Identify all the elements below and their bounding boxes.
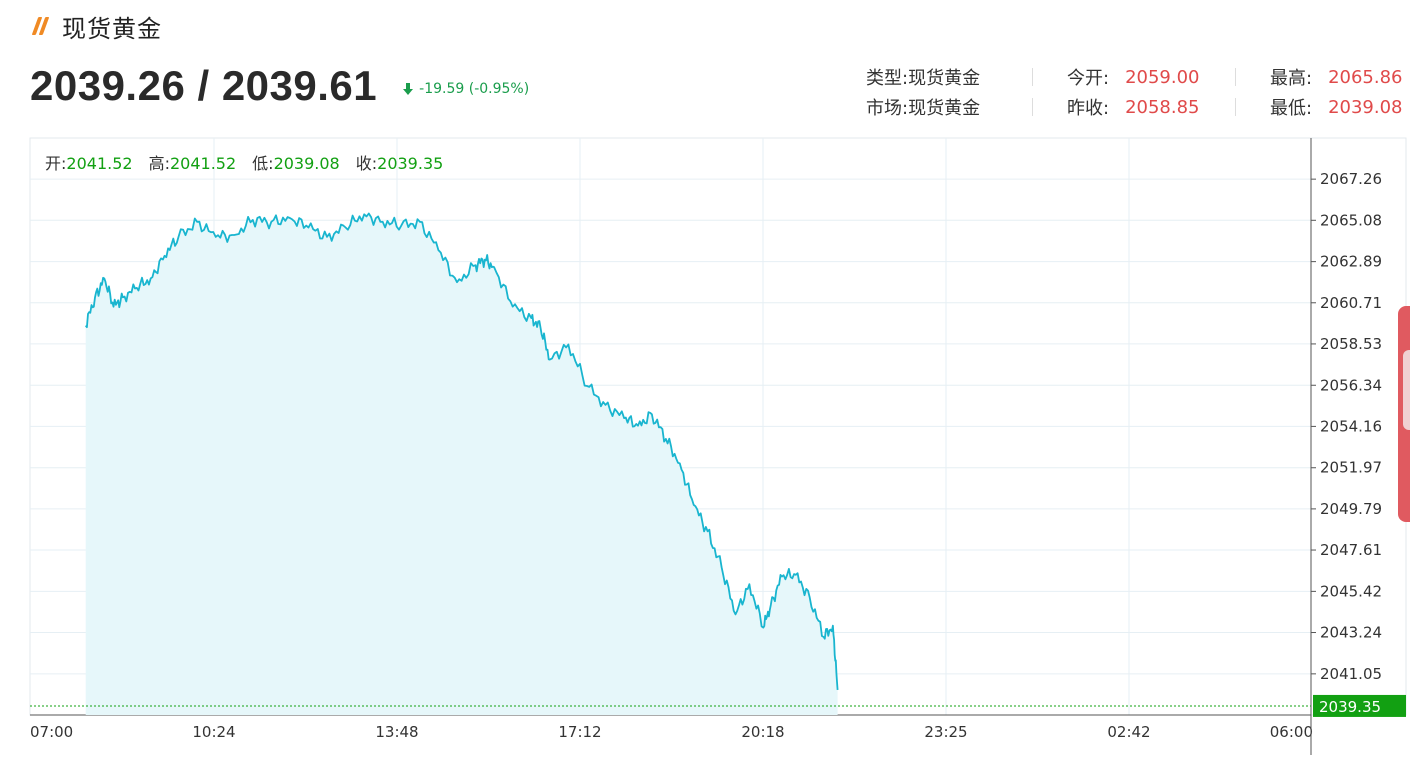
y-tick-label: 2043.24: [1320, 624, 1382, 642]
y-tick-label: 2045.42: [1320, 582, 1382, 600]
bid-ask-price: 2039.26 / 2039.61: [30, 62, 378, 109]
divider: [1235, 68, 1236, 86]
info-market: 市场: 现货黄金: [866, 94, 1032, 120]
info-row-1: 类型: 现货黄金 今开: 2059.00 最高: 2065.86: [866, 62, 1406, 92]
info-open-label: 今开:: [1067, 68, 1110, 89]
ohlc-close-value: 2039.35: [377, 154, 444, 173]
info-type-label: 类型:: [866, 68, 909, 89]
x-tick-label: 20:18: [741, 723, 784, 741]
info-high: 最高: 2065.86: [1270, 64, 1406, 90]
info-prev-close-label: 昨收:: [1067, 98, 1110, 119]
divider: [1235, 98, 1236, 116]
x-tick-label: 10:24: [192, 723, 235, 741]
ohlc-open-value: 2041.52: [66, 154, 133, 173]
info-high-value: 2065.86: [1328, 66, 1403, 88]
quote-summary: 2039.26 / 2039.61 -19.59 (-0.95%): [30, 62, 529, 110]
y-tick-label: 2067.26: [1320, 170, 1382, 188]
y-tick-label: 2056.34: [1320, 376, 1382, 394]
y-tick-label: 2051.97: [1320, 459, 1382, 477]
ohlc-low: 低:2039.08: [252, 150, 340, 174]
info-type: 类型: 现货黄金: [866, 64, 1032, 90]
y-tick-label: 2047.61: [1320, 541, 1382, 559]
info-open: 今开: 2059.00: [1067, 64, 1235, 90]
last-price-badge: [1313, 694, 1406, 717]
info-high-label: 最高:: [1270, 68, 1313, 89]
quote-info-panel: 类型: 现货黄金 今开: 2059.00 最高: 2065.86 市场: 现货黄…: [866, 62, 1406, 122]
info-row-2: 市场: 现货黄金 昨收: 2058.85 最低: 2039.08: [866, 92, 1406, 122]
x-tick-label: 17:12: [558, 723, 601, 741]
ohlc-open: 开:2041.52: [45, 150, 133, 174]
info-low-label: 最低:: [1270, 98, 1313, 119]
ohlc-high: 高:2041.52: [149, 150, 237, 174]
page-header: 现货黄金: [30, 8, 162, 44]
ohlc-open-label: 开:: [45, 154, 67, 173]
x-tick-label: 07:00: [30, 723, 73, 741]
series-area: [85, 213, 838, 715]
y-tick-label: 2065.08: [1320, 211, 1382, 229]
info-market-label: 市场:: [866, 98, 909, 119]
info-open-value: 2059.00: [1125, 66, 1200, 88]
info-prev-close-value: 2058.85: [1125, 96, 1200, 118]
x-tick-label: 06:00: [1270, 723, 1313, 741]
price-change: -19.59 (-0.95%): [403, 81, 529, 97]
y-tick-label: 2041.05: [1320, 665, 1382, 683]
ohlc-close-label: 收:: [355, 154, 378, 173]
ohlc-low-value: 2039.08: [273, 154, 340, 173]
arrow-down-icon: [403, 83, 414, 95]
info-low: 最低: 2039.08: [1270, 94, 1406, 120]
y-tick-label: 2062.89: [1320, 253, 1382, 271]
ohlc-high-label: 高:: [148, 154, 170, 173]
ohlc-low-label: 低:: [252, 154, 274, 173]
ohlc-high-value: 2041.52: [169, 154, 237, 173]
info-market-value: 现货黄金: [908, 98, 981, 119]
info-type-value: 现货黄金: [908, 68, 981, 89]
x-tick-label: 02:42: [1107, 723, 1150, 741]
x-tick-label: 13:48: [375, 723, 418, 741]
y-tick-label: 2049.79: [1320, 500, 1382, 518]
y-tick-label: 2058.53: [1320, 335, 1382, 353]
divider: [1032, 98, 1033, 116]
series-line: [84, 212, 839, 690]
info-prev-close: 昨收: 2058.85: [1067, 94, 1235, 120]
side-panel-tab[interactable]: [1398, 306, 1410, 522]
y-tick-label: 2054.16: [1320, 417, 1382, 435]
ohlc-close: 收:2039.35: [356, 150, 444, 174]
ohlc-readout: 开:2041.52 高:2041.52 低:2039.08 收:2039.35: [45, 150, 443, 174]
divider: [1032, 68, 1033, 86]
y-tick-label: 2060.71: [1320, 294, 1382, 312]
last-price-label: 2039.35: [1319, 698, 1381, 716]
price-change-value: -19.59 (-0.95%): [419, 81, 530, 97]
x-tick-label: 23:25: [924, 723, 967, 741]
info-low-value: 2039.08: [1328, 96, 1403, 118]
page-title: 现货黄金: [62, 14, 162, 43]
